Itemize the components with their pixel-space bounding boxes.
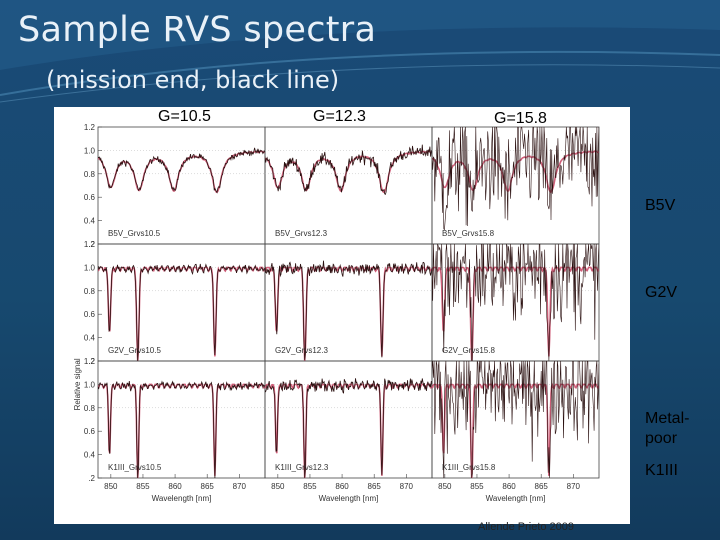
panel-frame xyxy=(97,243,266,362)
panel-frame xyxy=(97,126,266,245)
y-tick-label: 0.4 xyxy=(84,451,96,460)
slide-title: Sample RVS spectra xyxy=(18,10,377,50)
column-label-g105: G=10.5 xyxy=(158,108,211,125)
row-label-k1iii: K1III xyxy=(645,462,678,479)
panel-frame xyxy=(264,243,433,362)
observed-spectrum-line xyxy=(98,380,265,478)
observed-spectrum-line xyxy=(98,263,265,361)
y-tick-label: 0.6 xyxy=(84,310,96,319)
column-label-g158: G=15.8 xyxy=(494,110,547,127)
observed-spectrum-line xyxy=(432,127,599,231)
panel-label: G2V_Grvs12.3 xyxy=(275,346,328,355)
x-tick-label: 860 xyxy=(168,482,182,491)
x-tick-label: 870 xyxy=(567,482,581,491)
y-tick-label: 0.4 xyxy=(84,217,96,226)
x-tick-label: 860 xyxy=(502,482,516,491)
x-tick-label: 865 xyxy=(201,482,215,491)
x-axis-label: Wavelength [nm] xyxy=(319,494,379,503)
panel-label: K1III_Grvs10.5 xyxy=(108,463,162,472)
x-axis-label: Wavelength [nm] xyxy=(486,494,546,503)
spectrum-panel-r2-c1: K1III_Grvs12.3 xyxy=(264,360,433,479)
spectrum-panel-r2-c0: K1III_Grvs10.5 xyxy=(97,360,266,479)
x-tick-label: 850 xyxy=(104,482,118,491)
column-label-g123: G=12.3 xyxy=(313,108,366,125)
y-tick-label: 1.2 xyxy=(84,123,96,132)
x-tick-label: 855 xyxy=(136,482,150,491)
spectrum-panel-r1-c0: G2V_Grvs10.5 xyxy=(97,243,266,362)
observed-spectrum-line xyxy=(432,361,599,478)
y-tick-label: .2 xyxy=(88,357,95,366)
x-tick-label: 855 xyxy=(303,482,317,491)
row-label-metal-poor: Metal- poor xyxy=(645,410,690,447)
y-tick-label: 0.6 xyxy=(84,427,96,436)
spectrum-panel-r0-c2: B5V_Grvs15.8 xyxy=(431,126,600,245)
panel-label: G2V_Grvs15.8 xyxy=(442,346,495,355)
panel-frame xyxy=(264,126,433,245)
x-tick-label: 850 xyxy=(271,482,285,491)
observed-spectrum-line xyxy=(265,144,432,196)
y-tick-label: 0.6 xyxy=(84,193,96,202)
x-tick-label: 870 xyxy=(400,482,414,491)
spectrum-panel-r1-c1: G2V_Grvs12.3 xyxy=(264,243,433,362)
model-spectrum-line xyxy=(98,150,265,194)
spectrum-panel-r1-c2: G2V_Grvs15.8 xyxy=(431,243,600,362)
x-axis-label: Wavelength [nm] xyxy=(152,494,212,503)
observed-spectrum-line xyxy=(265,260,432,360)
credit-text: Allende Prieto 2009 xyxy=(478,521,575,533)
observed-spectrum-line xyxy=(265,378,432,478)
panel-label: G2V_Grvs10.5 xyxy=(108,346,161,355)
figure-panel: B5V_Grvs10.5 B5V_Grvs12.3 B5V_Grvs15.8 .2 0.… xyxy=(54,107,630,524)
observed-spectrum-line xyxy=(432,244,599,361)
y-tick-label: 0.8 xyxy=(84,404,96,413)
spectra-figure: B5V_Grvs10.5 B5V_Grvs12.3 B5V_Grvs15.8 .2 0.… xyxy=(73,123,600,503)
x-tick-label: 865 xyxy=(368,482,382,491)
panel-frame xyxy=(264,360,433,479)
spectrum-panel-r0-c0: B5V_Grvs10.5 xyxy=(97,126,266,245)
panel-label: B5V_Grvs15.8 xyxy=(442,229,495,238)
panel-label: B5V_Grvs12.3 xyxy=(275,229,328,238)
y-tick-label: 0.8 xyxy=(84,170,96,179)
panel-label: K1III_Grvs12.3 xyxy=(275,463,329,472)
y-tick-label: 1.0 xyxy=(84,263,96,272)
spectrum-panel-r0-c1: B5V_Grvs12.3 xyxy=(264,126,433,245)
panel-label: B5V_Grvs10.5 xyxy=(108,229,161,238)
y-tick-label: 1.2 xyxy=(84,240,96,249)
x-tick-label: 855 xyxy=(470,482,484,491)
y-tick-label: 0.4 xyxy=(84,334,96,343)
y-tick-label: 1.0 xyxy=(84,146,96,155)
panel-frame xyxy=(97,360,266,479)
panel-label: K1III_Grvs15.8 xyxy=(442,463,496,472)
observed-spectrum-line xyxy=(98,147,265,194)
spectrum-panel-r2-c2: K1III_Grvs15.8 xyxy=(431,360,600,479)
slide-subtitle: (mission end, black line) xyxy=(46,66,340,94)
y-tick-label: .2 xyxy=(88,240,95,249)
y-tick-label: 0.8 xyxy=(84,287,96,296)
panel-frame xyxy=(431,360,600,479)
x-tick-label: 850 xyxy=(438,482,452,491)
y-tick-label: 1.0 xyxy=(84,380,96,389)
y-tick-label: 1.2 xyxy=(84,357,96,366)
y-tick-label: .2 xyxy=(88,474,95,483)
row-label-g2v: G2V xyxy=(645,284,678,301)
x-tick-label: 865 xyxy=(535,482,549,491)
y-axis-label: Relative signal xyxy=(73,358,82,410)
x-tick-label: 870 xyxy=(233,482,247,491)
row-label-b5v: B5V xyxy=(645,197,676,214)
x-tick-label: 860 xyxy=(335,482,349,491)
